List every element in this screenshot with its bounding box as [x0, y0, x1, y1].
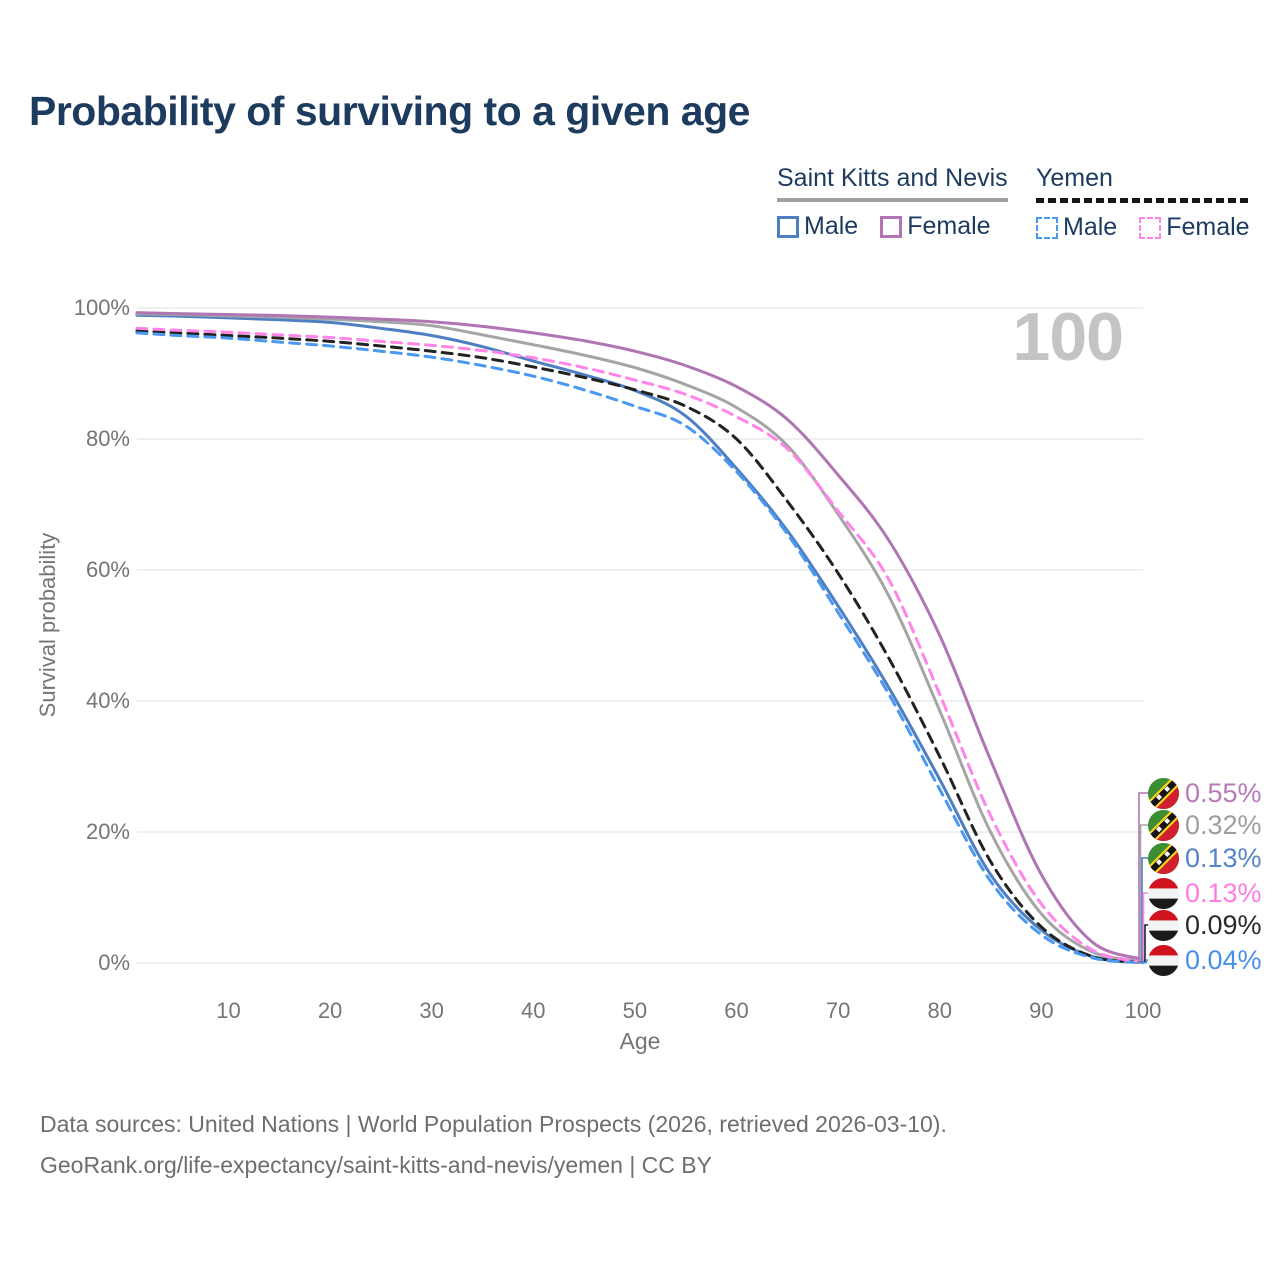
series-line-saint-kitts-and-nevis-male — [135, 313, 1145, 964]
legend-item-yemen-male: Male — [1036, 213, 1117, 242]
page-title: Probability of surviving to a given age — [29, 88, 750, 134]
series-line-yemen-both-sexes — [135, 329, 1145, 964]
end-label-value: 0.55% — [1185, 778, 1262, 808]
x-tick-label-30: 30 — [419, 998, 444, 1023]
x-tick-label-100: 100 — [1124, 998, 1162, 1023]
age-counter-watermark: 100 — [1012, 299, 1124, 375]
data-source-footer: Data sources: United Nations | World Pop… — [40, 1104, 947, 1186]
yemen-flag-icon — [1148, 944, 1179, 976]
y-tick-label-100: 100% — [73, 295, 130, 320]
saint-kitts-and-nevis-flag-icon — [1148, 809, 1179, 841]
x-tick-label-90: 90 — [1029, 998, 1054, 1023]
end-label-connector — [1138, 824, 1149, 962]
end-label-value: 0.04% — [1185, 945, 1262, 975]
legend-solid-line-sample — [777, 198, 1008, 202]
y-tick-label-80: 80% — [85, 426, 130, 451]
x-tick-label-40: 40 — [521, 998, 546, 1023]
skn-female-swatch-icon — [880, 215, 903, 238]
y-tick-label-20: 20% — [85, 819, 130, 844]
y-tick-label-0: 0% — [98, 950, 130, 975]
x-tick-label-70: 70 — [825, 998, 851, 1023]
footer-sources-line: Data sources: United Nations | World Pop… — [40, 1111, 947, 1137]
x-axis-title: Age — [619, 1028, 661, 1054]
x-tick-label-20: 20 — [317, 998, 343, 1023]
end-label-value: 0.13% — [1185, 843, 1262, 873]
series-line-saint-kitts-and-nevis-female — [135, 311, 1145, 961]
yemen-female-swatch-icon — [1139, 216, 1162, 239]
legend-item-label: Male — [804, 212, 859, 240]
legend-country-label: Yemen — [1036, 164, 1250, 203]
legend-item-label: Female — [907, 212, 991, 240]
yemen-flag-icon — [1148, 909, 1179, 941]
series-line-saint-kitts-and-nevis-both-sexes — [135, 312, 1145, 963]
legend-item-label: Male — [1063, 213, 1118, 241]
legend-country-text: Saint Kitts and Nevis — [777, 164, 1008, 192]
end-label-value: 0.09% — [1185, 910, 1262, 940]
legend-item-yemen-female: Female — [1139, 213, 1250, 242]
legend-country-text: Yemen — [1036, 164, 1113, 192]
x-tick-label-80: 80 — [927, 998, 953, 1023]
series-line-yemen-female — [135, 326, 1145, 964]
end-label-value: 0.13% — [1185, 878, 1262, 908]
footer-url-line: GeoRank.org/life-expectancy/saint-kitts-… — [40, 1152, 712, 1178]
y-tick-label-40: 40% — [85, 688, 130, 713]
x-tick-label-10: 10 — [216, 998, 241, 1023]
x-tick-label-60: 60 — [724, 998, 749, 1023]
y-tick-label-60: 60% — [85, 557, 130, 582]
end-label-connector — [1138, 792, 1149, 961]
legend-dashed-line-sample — [1036, 198, 1250, 203]
saint-kitts-and-nevis-flag-icon — [1148, 777, 1179, 809]
legend-item-skn-male: Male — [777, 212, 858, 241]
legend-country-label: Saint Kitts and Nevis — [777, 164, 1008, 202]
legend-group-yemen: Yemen Male Female — [1036, 164, 1250, 242]
yemen-flag-icon — [1148, 877, 1179, 909]
skn-male-swatch-icon — [777, 215, 799, 238]
end-label-connector — [1138, 959, 1149, 964]
series-line-yemen-male — [135, 331, 1145, 965]
legend-group-saint-kitts-and-nevis: Saint Kitts and Nevis Male Female — [777, 164, 1008, 241]
yemen-male-swatch-icon — [1036, 216, 1058, 239]
saint-kitts-and-nevis-flag-icon — [1148, 842, 1179, 874]
end-label-value: 0.32% — [1185, 810, 1262, 840]
legend-item-label: Female — [1166, 213, 1250, 241]
legend-item-skn-female: Female — [880, 212, 991, 241]
x-tick-label-50: 50 — [622, 998, 648, 1023]
